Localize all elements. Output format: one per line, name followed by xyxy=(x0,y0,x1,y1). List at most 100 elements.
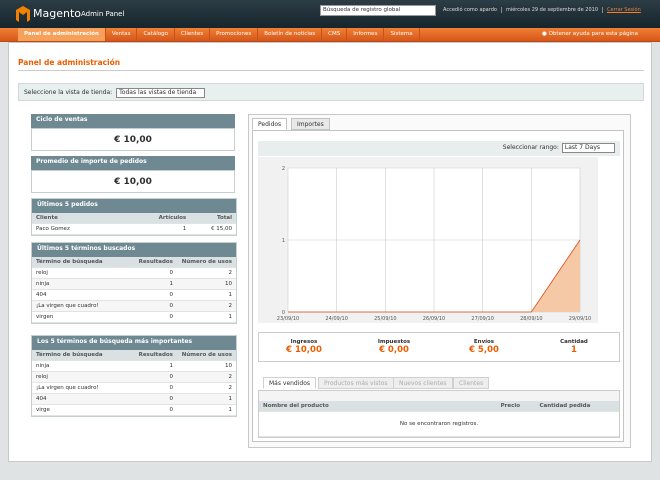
row: ninja 1 10 xyxy=(32,360,236,372)
header-row: Cliente Artículos Total xyxy=(32,213,236,224)
box-title: Ciclo de ventas xyxy=(31,114,235,128)
nav-item[interactable]: Ventas xyxy=(106,28,138,41)
title-rule xyxy=(18,70,644,71)
nav-item[interactable]: Sistema xyxy=(384,28,420,41)
cell: 1 xyxy=(176,311,236,323)
row: reloj 0 2 xyxy=(32,371,236,383)
box-title: Los 5 términos de búsqueda más important… xyxy=(32,336,236,350)
grid-box: Últimos 5 pedidos Cliente Artículos Total Pa… xyxy=(31,198,237,236)
box-title: Últimos 5 pedidos xyxy=(32,199,236,213)
date: miércoles 29 de septiembre de 2010 xyxy=(500,7,598,13)
row: 404 0 1 xyxy=(32,289,236,301)
cell: 0 xyxy=(134,382,177,394)
cell: reloj xyxy=(32,371,134,383)
cell: 2 xyxy=(176,300,236,312)
store-label: Seleccione la vista de tienda: xyxy=(24,89,113,96)
cell: ¡La virgen que cuadro! xyxy=(32,382,134,394)
cell: 1 xyxy=(176,393,236,405)
row: ninja 1 10 xyxy=(32,278,236,290)
store-select[interactable]: Todas las vistas de tienda xyxy=(116,88,206,98)
grid-box: Los 5 términos de búsqueda más important… xyxy=(31,335,237,417)
row: Paco Gomez 1 € 15,00 xyxy=(32,223,236,235)
header: Magento Admin Panel Búsqueda de registro… xyxy=(0,0,660,28)
row: virge 0 1 xyxy=(32,404,236,416)
nav-item[interactable]: Promociones xyxy=(210,28,259,41)
help-text[interactable]: Obtener ayuda para esta página xyxy=(548,31,639,37)
cell: 404 xyxy=(32,289,134,301)
cell: ninja xyxy=(32,278,134,290)
row: 404 0 1 xyxy=(32,393,236,405)
column-header: Término de búsqueda xyxy=(32,350,134,361)
column-header: Número de usos xyxy=(176,257,236,268)
nav-item[interactable]: Boletín de noticias xyxy=(258,28,323,41)
nav-item[interactable]: Informes xyxy=(347,28,385,41)
logo-icon xyxy=(16,6,30,22)
box-value: € 10,00 xyxy=(31,128,235,151)
cell: 0 xyxy=(134,404,177,416)
user-info: Accedió como apardo xyxy=(443,7,497,13)
cell: 0 xyxy=(134,371,177,383)
logo-sub: Admin Panel xyxy=(81,10,125,18)
cell: ninja xyxy=(32,360,134,372)
row: virgen 0 1 xyxy=(32,311,236,323)
row: ¡La virgen que cuadro! 0 2 xyxy=(32,300,236,312)
row: reloj 0 2 xyxy=(32,267,236,279)
nav-item[interactable]: Panel de administración xyxy=(18,28,106,41)
grid-box: Últimos 5 términos buscados Término de bú… xyxy=(31,242,237,324)
content: Panel de administración Seleccione la vi… xyxy=(8,42,652,462)
store-switcher: Seleccione la vista de tienda: Todas las… xyxy=(18,83,644,101)
cell: 404 xyxy=(32,393,134,405)
dashboard-panel xyxy=(248,114,631,448)
cell: 0 xyxy=(134,300,177,312)
cell: 2 xyxy=(176,267,236,279)
cell: 10 xyxy=(176,278,236,290)
header-row: Término de búsqueda Resultados Número de u… xyxy=(32,257,236,268)
grid-table: Término de búsqueda Resultados Número de u… xyxy=(32,350,236,416)
stat-box: Promedio de importe de pedidos € 10,00 xyxy=(31,156,235,193)
box-title: Últimos 5 términos buscados xyxy=(32,243,236,257)
cell: Paco Gomez xyxy=(32,223,134,235)
cell: reloj xyxy=(32,267,134,279)
cell: 1 xyxy=(176,289,236,301)
cell: virge xyxy=(32,404,134,416)
nav-menu: Panel de administración Ventas Catálogo Cli… xyxy=(18,28,420,41)
stat-box: Ciclo de ventas € 10,00 xyxy=(31,114,235,151)
cell: 2 xyxy=(176,382,236,394)
grid-table: Término de búsqueda Resultados Número de u… xyxy=(32,257,236,323)
nav-item[interactable]: Clientes xyxy=(175,28,211,41)
nav-item[interactable]: CMS xyxy=(322,28,348,41)
cell: 1 xyxy=(134,278,177,290)
header-row: Término de búsqueda Resultados Número de u… xyxy=(32,350,236,361)
cell: 1 xyxy=(134,223,191,235)
column-header: Resultados xyxy=(134,257,177,268)
column-header: Total xyxy=(190,213,236,224)
page-title: Panel de administración xyxy=(18,58,121,67)
nav-item[interactable]: Catálogo xyxy=(137,28,175,41)
box-title: Promedio de importe de pedidos xyxy=(31,156,235,170)
logout[interactable]: Cerrar Sesión xyxy=(602,7,641,13)
cell: 1 xyxy=(176,404,236,416)
help-link[interactable]: ● Obtener ayuda para esta página xyxy=(542,31,639,37)
cell: virgen xyxy=(32,311,134,323)
user-bar: Accedió como apardo miércoles 29 de sept… xyxy=(443,7,641,13)
nav-bar: Panel de administración Ventas Catálogo Cli… xyxy=(0,28,660,42)
column-header: Artículos xyxy=(134,213,191,224)
cell: 0 xyxy=(134,311,177,323)
cell: 1 xyxy=(134,360,177,372)
cell: 0 xyxy=(134,267,177,279)
cell: 10 xyxy=(176,360,236,372)
column-header: Cliente xyxy=(32,213,134,224)
logo-brand: Magento xyxy=(33,7,81,20)
cell: ¡La virgen que cuadro! xyxy=(32,300,134,312)
grid-table: Cliente Artículos Total Paco Gomez 1 € 15,00 xyxy=(32,213,236,235)
column-header: Término de búsqueda xyxy=(32,257,134,268)
column-header: Número de usos xyxy=(176,350,236,361)
global-search[interactable]: Búsqueda de registro global xyxy=(320,5,436,16)
box-value: € 10,00 xyxy=(31,170,235,193)
cell: € 15,00 xyxy=(190,223,236,235)
row: ¡La virgen que cuadro! 0 2 xyxy=(32,382,236,394)
cell: 2 xyxy=(176,371,236,383)
cell: 0 xyxy=(134,393,177,405)
cell: 0 xyxy=(134,289,177,301)
